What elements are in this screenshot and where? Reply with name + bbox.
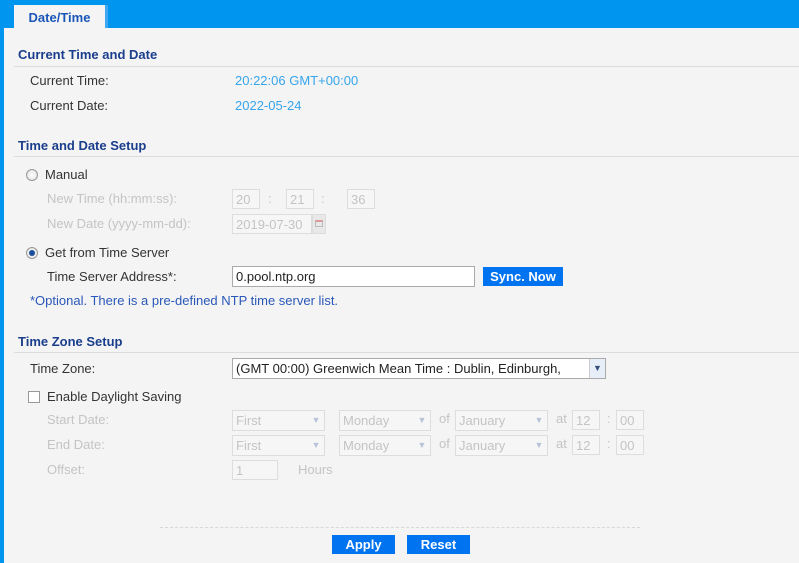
of-label: of (439, 411, 450, 426)
end-date-label: End Date: (47, 437, 105, 452)
footer-divider (160, 527, 640, 528)
server-address-input[interactable] (232, 266, 475, 287)
colon: : (321, 191, 325, 206)
chevron-down-icon: ▼ (534, 415, 544, 425)
content-panel (4, 28, 799, 563)
offset-label: Offset: (47, 462, 86, 477)
start-week-select[interactable]: First ▼ (232, 410, 325, 431)
at-label: at (556, 411, 567, 426)
chevron-down-icon: ▼ (534, 440, 544, 450)
colon: : (268, 191, 272, 206)
end-week-select[interactable]: First ▼ (232, 435, 325, 456)
chevron-down-icon: ▼ (311, 415, 321, 425)
end-day-select[interactable]: Monday ▼ (339, 435, 431, 456)
chevron-down-icon: ▼ (417, 440, 427, 450)
manual-label: Manual (45, 167, 88, 182)
server-address-label: Time Server Address*: (47, 269, 177, 284)
optional-note: *Optional. There is a pre-defined NTP ti… (30, 293, 339, 308)
current-date-label: Current Date: (30, 98, 109, 113)
daylight-saving-checkbox[interactable] (28, 391, 40, 403)
new-date-label: New Date (yyyy-mm-dd): (47, 216, 191, 231)
tab-date-time[interactable]: Date/Time (14, 5, 108, 29)
daylight-saving-label: Enable Daylight Saving (47, 389, 182, 404)
hour-input[interactable] (232, 189, 260, 209)
current-time-value: 20:22:06 GMT+00:00 (235, 73, 359, 88)
hours-label: Hours (298, 462, 333, 477)
start-hour-input[interactable] (572, 410, 600, 430)
start-date-label: Start Date: (47, 412, 110, 427)
sync-now-button[interactable]: Sync. Now (483, 267, 563, 286)
month-value: January (459, 438, 506, 453)
time-zone-label: Time Zone: (30, 361, 96, 376)
section-setup-title: Time and Date Setup (18, 138, 147, 153)
current-date-value: 2022-05-24 (235, 98, 302, 113)
section-timezone-title: Time Zone Setup (18, 334, 123, 349)
second-input[interactable] (347, 189, 375, 209)
reset-button[interactable]: Reset (407, 535, 470, 554)
end-hour-input[interactable] (572, 435, 600, 455)
time-server-radio[interactable] (26, 247, 38, 259)
minute-input[interactable] (286, 189, 314, 209)
of-label: of (439, 436, 450, 451)
chevron-down-icon: ▼ (311, 440, 321, 450)
end-minute-input[interactable] (616, 435, 644, 455)
chevron-down-icon: ▼ (589, 359, 605, 378)
new-date-input[interactable] (232, 214, 312, 234)
colon: : (607, 436, 611, 451)
manual-radio[interactable] (26, 169, 38, 181)
week-value: First (236, 413, 262, 428)
colon: : (607, 411, 611, 426)
start-day-select[interactable]: Monday ▼ (339, 410, 431, 431)
day-value: Monday (343, 438, 390, 453)
week-value: First (236, 438, 262, 453)
calendar-icon[interactable] (312, 214, 326, 234)
time-zone-value: (GMT 00:00) Greenwich Mean Time : Dublin… (236, 361, 561, 376)
divider (14, 66, 799, 67)
month-value: January (459, 413, 506, 428)
current-time-label: Current Time: (30, 73, 109, 88)
divider (14, 156, 799, 157)
at-label: at (556, 436, 567, 451)
time-zone-select[interactable]: (GMT 00:00) Greenwich Mean Time : Dublin… (232, 358, 606, 379)
section-current-title: Current Time and Date (18, 47, 158, 62)
apply-button[interactable]: Apply (332, 535, 395, 554)
divider (14, 352, 799, 353)
offset-input[interactable] (232, 460, 278, 480)
time-server-label: Get from Time Server (45, 245, 170, 260)
day-value: Monday (343, 413, 390, 428)
start-minute-input[interactable] (616, 410, 644, 430)
start-month-select[interactable]: January ▼ (455, 410, 548, 431)
end-month-select[interactable]: January ▼ (455, 435, 548, 456)
chevron-down-icon: ▼ (417, 415, 427, 425)
new-time-label: New Time (hh:mm:ss): (47, 191, 178, 206)
